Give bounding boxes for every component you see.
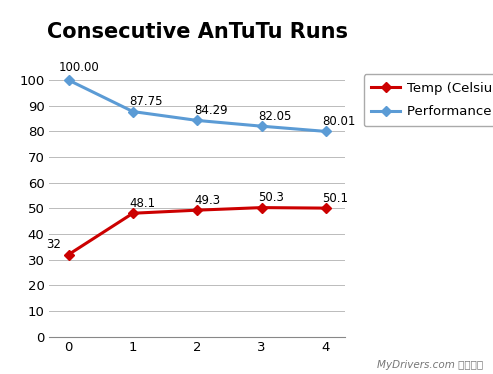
Text: 80.01: 80.01 [322,115,356,128]
Performance (%) [130,109,136,114]
Temp (Celsius) [194,208,200,212]
Legend: Temp (Celsius), Performance (%): Temp (Celsius), Performance (%) [363,74,493,126]
Text: Consecutive AnTuTu Runs: Consecutive AnTuTu Runs [47,22,348,42]
Text: 82.05: 82.05 [258,110,292,123]
Performance (%) [323,129,329,134]
Temp (Celsius) [66,252,71,257]
Text: 87.75: 87.75 [130,95,163,108]
Line: Performance (%): Performance (%) [65,77,329,135]
Text: 50.3: 50.3 [258,191,284,204]
Text: 49.3: 49.3 [194,194,220,207]
Line: Temp (Celsius): Temp (Celsius) [65,204,329,258]
Performance (%) [194,118,200,123]
Temp (Celsius) [130,211,136,215]
Performance (%) [258,124,264,128]
Text: 100.00: 100.00 [59,61,100,74]
Temp (Celsius) [323,206,329,210]
Text: 84.29: 84.29 [194,104,228,117]
Text: 32: 32 [46,238,61,251]
Temp (Celsius) [258,205,264,210]
Text: 50.1: 50.1 [322,192,349,205]
Text: 48.1: 48.1 [130,197,156,210]
Text: MyDrivers.com 驱动之家: MyDrivers.com 驱动之家 [377,360,483,370]
Performance (%) [66,78,71,82]
